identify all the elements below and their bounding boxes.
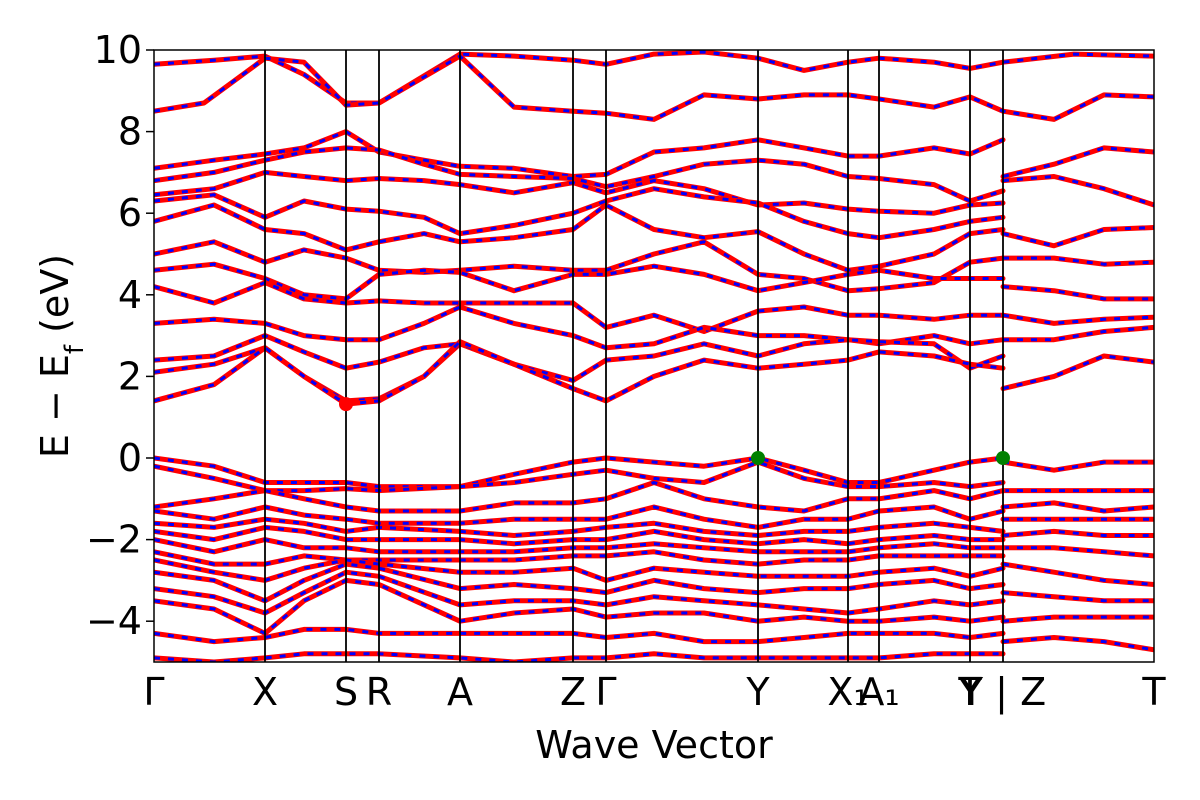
y-axis-label: E − Ef (eV)	[33, 254, 90, 458]
band-line-1	[154, 53, 1154, 122]
high-symmetry-lines	[264, 50, 1004, 662]
band-line-dashed-10	[154, 240, 1004, 293]
band-line-dashed-9	[154, 203, 1004, 272]
y-tick-label-5: 6	[118, 191, 142, 235]
kpoint-label-8: X₁	[827, 670, 868, 714]
band-line-dashed-7	[154, 187, 1004, 240]
band-line-dashed-13	[1002, 285, 1154, 301]
band-line-dashed-33	[1003, 546, 1154, 558]
kpoint-label-12: T	[1141, 670, 1166, 714]
band-edge-marker-2	[996, 451, 1010, 465]
y-tick-label-6: 8	[118, 110, 142, 154]
y-axis-label-main: E − E	[33, 354, 77, 458]
band-line-dashed-23	[1002, 460, 1154, 472]
band-line-dashed-2	[154, 130, 1004, 178]
band-line-dashed-16	[154, 305, 1004, 350]
band-line-dashed-12	[154, 262, 1003, 301]
y-tick-label-0: −4	[86, 599, 142, 643]
kpoint-label-2: S	[334, 670, 358, 714]
band-edge-marker-1	[751, 451, 765, 465]
band-line-dashed-37	[1002, 562, 1154, 586]
y-axis-label-subscript: f	[60, 344, 90, 354]
kpoint-label-10: T	[957, 670, 982, 714]
band-line-dashed-3	[1002, 146, 1154, 178]
kpoint-label-3: R	[366, 670, 392, 714]
kpoint-label-11: Y | Z	[959, 670, 1046, 715]
band-edge-marker-0	[339, 397, 353, 412]
band-line-dashed-11	[1003, 256, 1154, 266]
svg-text:E − Ef (eV): E − Ef (eV)	[33, 254, 90, 458]
kpoint-label-7: Y	[745, 670, 770, 714]
y-axis-ticks: −4 −2 0 2 4 6 8 10	[86, 28, 154, 643]
band-line-dashed-31	[1002, 529, 1154, 537]
kpoint-label-6: Γ	[595, 670, 616, 714]
band-line-dashed-5	[1002, 175, 1154, 207]
band-line-dashed-27	[1002, 501, 1154, 513]
kpoint-label-overlap: Y	[957, 670, 982, 714]
band-line-dashed-39	[1002, 591, 1154, 603]
y-tick-label-7: 10	[94, 28, 142, 72]
y-tick-label-4: 4	[118, 273, 142, 317]
band-edge-markers	[339, 397, 1010, 465]
band-line-18	[154, 333, 1006, 383]
band-line-dashed-44	[1002, 636, 1154, 652]
y-axis-label-unit: (eV)	[33, 254, 77, 345]
y-tick-label-1: −2	[86, 518, 142, 562]
plot-frame	[153, 49, 1155, 663]
band-line-dashed-20	[1002, 354, 1154, 391]
kpoint-label-0: Γ	[143, 670, 164, 714]
band-line-dashed-0	[154, 50, 1154, 105]
band-line-dashed-4	[154, 146, 1004, 203]
band-line-dashed-15	[1002, 313, 1154, 325]
kpoint-label-4: A	[447, 670, 473, 714]
kpoint-label-9: A₁	[858, 670, 899, 714]
band-line-dashed-22	[154, 456, 1004, 489]
y-tick-label-3: 2	[118, 354, 142, 398]
band-line-dashed-42	[1002, 615, 1154, 623]
band-line-dashed-21	[154, 340, 574, 406]
x-axis-label: Wave Vector	[535, 723, 773, 767]
y-tick-label-2: 0	[118, 436, 142, 480]
kpoint-label-5: Z	[560, 670, 586, 714]
band-line-dashed-8	[1002, 226, 1154, 248]
kpoint-label-1: X	[252, 670, 278, 714]
band-line-dashed-14	[154, 281, 1003, 333]
band-line-dashed-17	[1003, 325, 1154, 342]
band-line-dashed-6	[154, 170, 1004, 215]
